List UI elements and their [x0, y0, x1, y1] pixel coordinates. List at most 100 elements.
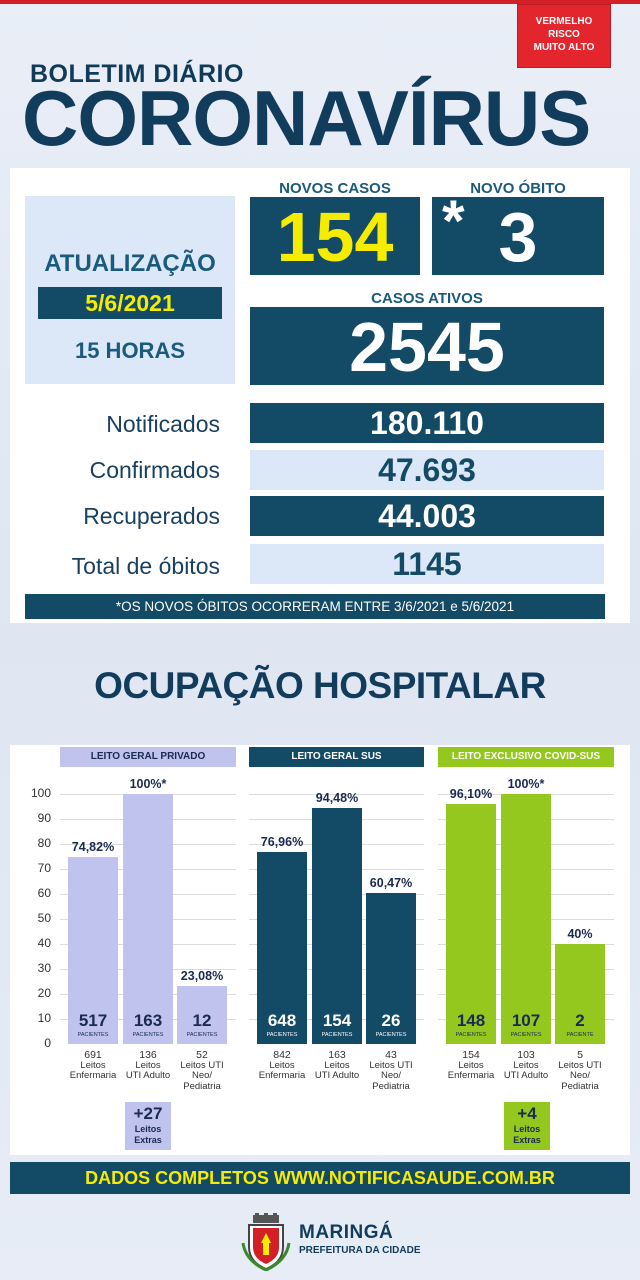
stat-label-deaths: Total de óbitos	[71, 553, 220, 579]
stat-label-notified: Notificados	[106, 411, 220, 437]
bar-patients-count: 12	[192, 1011, 212, 1030]
bar-bed-caption: 43 Leitos UTI Neo/Pediatria	[361, 1050, 421, 1092]
bar-patients-count: 163	[133, 1011, 163, 1030]
new-death-box: * 3	[432, 189, 604, 276]
gridline	[249, 794, 424, 795]
bar-bed-type: Leitos UTI	[558, 1059, 602, 1071]
brand-subtitle: PREFEITURA DA CIDADE	[299, 1245, 421, 1256]
bar-bed-caption: 163 Leitos UTI Adulto	[307, 1050, 367, 1082]
bar-patients-unit: PACIENTES	[455, 1032, 487, 1038]
bar-bed-type: Leitos	[458, 1059, 484, 1071]
bar-patients-count: 154	[322, 1011, 352, 1030]
update-date: 5/6/2021	[38, 287, 222, 319]
bar-bed-type: Leitos	[513, 1059, 539, 1071]
y-tick-label: 50	[37, 911, 51, 925]
bar-patients-count: 517	[78, 1011, 108, 1030]
bar-bed-caption: 52 Leitos UTI Neo/Pediatria	[172, 1050, 232, 1092]
occupancy-bar	[555, 944, 605, 1044]
y-tick-label: 0	[44, 1036, 51, 1050]
bar-percent-label: 60,47%	[369, 875, 413, 890]
y-tick-label: 20	[37, 986, 51, 1000]
bar-patients-unit: PACIENTE	[566, 1032, 594, 1038]
bar-patients-count: 2	[575, 1011, 585, 1030]
occupancy-bar	[501, 794, 551, 1044]
bar-percent-label: 100%*	[129, 777, 167, 791]
bar-bed-type: Leitos UTI	[369, 1059, 413, 1071]
bar-patients-unit: PACIENTES	[77, 1032, 109, 1038]
bar-percent-label: 74,82%	[71, 839, 115, 854]
bar-bed-count: 43	[385, 1049, 397, 1061]
active-cases-label: CASOS ATIVOS	[371, 290, 483, 307]
bar-bed-type: Pediatria	[183, 1080, 221, 1092]
bar-bed-caption: 103 Leitos UTI Adulto	[496, 1050, 556, 1082]
y-tick-label: 60	[37, 886, 51, 900]
bar-bed-type: Enfermaria	[447, 1070, 495, 1081]
bar-bed-type: Enfermaria	[258, 1070, 306, 1081]
stat-value-confirmed: 47.693	[250, 450, 604, 490]
occupancy-bar	[123, 794, 173, 1044]
risk-badge: VERMELHO RISCO MUITO ALTO	[517, 4, 611, 68]
bulletin-subtitle: BOLETIM DIÁRIO	[30, 60, 244, 88]
footnote-new-deaths: *OS NOVOS ÓBITOS OCORRERAM ENTRE 3/6/202…	[25, 594, 605, 619]
bar-bed-type: Pediatria	[372, 1080, 410, 1092]
group-header-private: LEITO GERAL PRIVADO	[60, 747, 236, 767]
occupancy-bar	[177, 986, 227, 1044]
bar-patients-unit: PACIENTES	[266, 1032, 298, 1038]
occupancy-bar	[446, 803, 496, 1044]
new-death-asterisk: *	[442, 189, 465, 254]
stat-value-deaths: 1145	[250, 544, 604, 584]
bar-percent-label: 40%	[567, 927, 593, 941]
new-cases-label: NOVOS CASOS	[279, 180, 391, 197]
bar-patients-count: 107	[511, 1011, 541, 1030]
bar-bed-count: 136	[139, 1049, 157, 1061]
bar-bed-type: Leitos	[80, 1059, 106, 1071]
bar-patients-count: 26	[381, 1011, 401, 1030]
bar-bed-type: Leitos	[324, 1059, 350, 1071]
bar-bed-type: UTI Adulto	[503, 1070, 549, 1081]
extra-beds-covid: +4 Leitos Extras	[504, 1102, 550, 1150]
brand-city: MARINGÁ	[299, 1222, 394, 1243]
top-accent-line	[0, 0, 640, 4]
bar-bed-count: 691	[84, 1049, 102, 1061]
bar-percent-label: 76,96%	[260, 834, 304, 849]
bar-bed-type: Neo/	[191, 1070, 213, 1081]
y-tick-label: 80	[37, 836, 51, 850]
extra-beds-private-label-1: Leitos	[134, 1124, 162, 1134]
bar-percent-label: 96,10%	[449, 786, 493, 801]
bar-bed-count: 842	[273, 1049, 291, 1061]
risk-line-2: RISCO	[548, 29, 580, 40]
bar-bed-type: Leitos UTI	[180, 1059, 224, 1071]
footer-banner: DADOS COMPLETOS WWW.NOTIFICASAUDE.COM.BR	[10, 1162, 630, 1194]
y-tick-label: 40	[37, 936, 51, 950]
bar-bed-caption: 154 Leitos Enfermaria	[441, 1050, 501, 1082]
y-tick-label: 10	[37, 1011, 51, 1025]
bar-percent-label: 100%*	[507, 777, 545, 791]
new-death-value: 3	[498, 198, 538, 276]
occupancy-bar	[257, 851, 307, 1044]
y-tick-label: 30	[37, 961, 51, 975]
hospital-section-title: OCUPAÇÃO HOSPITALAR	[94, 665, 546, 706]
bar-bed-type: Leitos	[269, 1059, 295, 1071]
update-label: ATUALIZAÇÃO	[44, 250, 216, 277]
bar-bed-caption: 5 Leitos UTI Neo/Pediatria	[550, 1050, 610, 1092]
bar-patients-unit: PACIENTES	[186, 1032, 218, 1038]
stat-value-recovered: 44.003	[250, 496, 604, 536]
page-title: CORONAVÍRUS	[22, 74, 591, 162]
bar-bed-type: UTI Adulto	[125, 1070, 171, 1081]
bar-bed-type: Enfermaria	[69, 1070, 117, 1081]
group-header-covid-sus: LEITO EXCLUSIVO COVID-SUS	[438, 747, 614, 767]
bar-bed-count: 154	[462, 1049, 480, 1061]
new-death-label: NOVO ÓBITO	[470, 180, 566, 197]
group-header-sus: LEITO GERAL SUS	[249, 747, 424, 767]
stat-label-confirmed: Confirmados	[89, 457, 220, 483]
active-cases-value: 2545	[250, 307, 604, 386]
extra-beds-covid-label-1: Leitos	[513, 1124, 541, 1134]
city-crest-icon	[241, 1213, 291, 1271]
bar-bed-type: UTI Adulto	[314, 1070, 360, 1081]
bar-bed-type: Neo/	[380, 1070, 402, 1081]
bar-patients-unit: PACIENTES	[132, 1032, 164, 1038]
update-time: 15 HORAS	[74, 338, 186, 363]
bar-bed-count: 163	[328, 1049, 346, 1061]
bar-bed-caption: 691 Leitos Enfermaria	[63, 1050, 123, 1082]
bar-bed-type: Leitos	[135, 1059, 161, 1071]
